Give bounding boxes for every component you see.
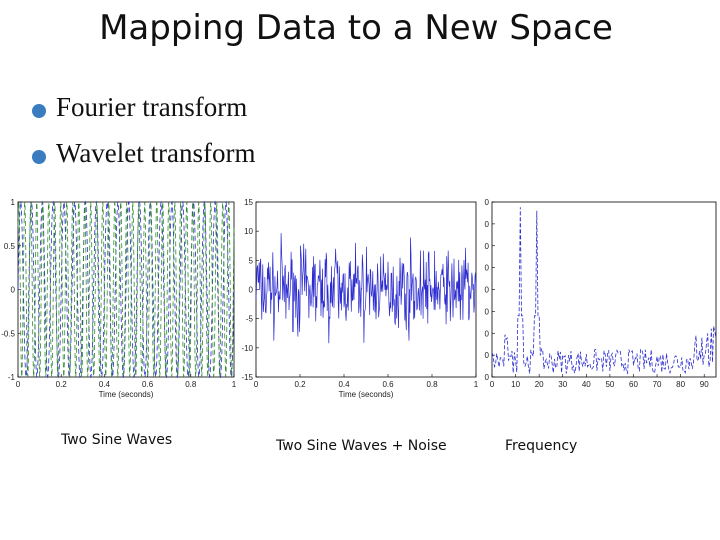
x-tick-label: 0.6 — [382, 380, 394, 389]
x-tick-label: 90 — [700, 380, 709, 389]
y-tick-label: 0 — [485, 307, 490, 316]
x-tick-label: 40 — [582, 380, 591, 389]
x-tick-label: 1 — [232, 380, 237, 389]
y-tick-label: 1 — [11, 198, 16, 207]
plot-sine-waves-noise: 0 0.2 0.4 0.6 0.8 1 15 10 5 0 -5 -10 -15 Time (second… — [234, 195, 484, 407]
x-tick-label: 10 — [511, 380, 520, 389]
x-tick-label: 30 — [558, 380, 567, 389]
y-tick-label: 0 — [485, 242, 490, 251]
chart-two-sine-waves: 0 0.2 0.4 0.6 0.8 1 1 0.5 0 -0.5 -1 Time (seconds) — [1, 198, 237, 399]
y-tick-label: 0.5 — [4, 242, 16, 251]
x-tick-label: 0.6 — [142, 380, 154, 389]
plot-two-sine-waves: 0 0.2 0.4 0.6 0.8 1 1 0.5 0 -0.5 -1 Time (seconds) — [0, 195, 252, 407]
y-tick-label: -15 — [241, 373, 253, 382]
y-tick-label: 0 — [485, 351, 490, 360]
x-tick-label: 0.4 — [99, 380, 111, 389]
caption-two-sine-waves: Two Sine Waves — [61, 432, 173, 448]
y-tick-label: 10 — [244, 227, 253, 236]
caption-frequency: Frequency — [505, 438, 578, 454]
y-tick-label: 0 — [485, 373, 490, 382]
x-tick-label: 70 — [653, 380, 662, 389]
y-tick-label: 15 — [244, 198, 253, 207]
y-tick-label: 5 — [249, 256, 254, 265]
x-tick-label: 0.4 — [338, 380, 350, 389]
x-tick-label: 0.2 — [56, 380, 68, 389]
y-tick-label: 0 — [485, 286, 490, 295]
y-tick-label: 0 — [485, 220, 490, 229]
x-tick-label: 0.8 — [426, 380, 438, 389]
x-tick-label: 0 — [490, 380, 495, 389]
y-tick-label: -1 — [8, 373, 16, 382]
x-tick-label: 50 — [605, 380, 614, 389]
y-tick-label: 0 — [485, 198, 490, 207]
series-line-0 — [17, 200, 235, 379]
chart-sine-waves-noise: 0 0.2 0.4 0.6 0.8 1 15 10 5 0 -5 -10 -15 Time (second… — [241, 198, 479, 399]
bullet-text: Fourier transform — [56, 92, 248, 122]
y-tick-label: -10 — [241, 344, 253, 353]
x-tick-label: 0.8 — [185, 380, 197, 389]
y-tick-label: 0 — [11, 286, 16, 295]
y-tick-label: 0 — [485, 329, 490, 338]
x-tick-label: 60 — [629, 380, 638, 389]
x-tick-label: 0.2 — [294, 380, 306, 389]
bullet-dot-icon — [32, 150, 46, 164]
y-tick-label: 0 — [485, 264, 490, 273]
x-tick-label: 1 — [474, 380, 479, 389]
plot-area-frame — [491, 201, 717, 378]
y-tick-label: -5 — [246, 315, 254, 324]
bullet-dot-icon — [32, 104, 46, 118]
series-line-noisy — [255, 233, 477, 344]
y-tick-label: -0.5 — [1, 329, 15, 338]
bullet-text: Wavelet transform — [56, 138, 256, 168]
caption-sine-waves-noise: Two Sine Waves + Noise — [276, 438, 447, 454]
x-tick-label: 0 — [254, 380, 259, 389]
plot-frequency: 0 10 20 30 40 50 60 70 80 90 0 0 0 0 0 0 0 0 0 — [478, 195, 720, 407]
x-tick-label: 80 — [676, 380, 685, 389]
x-tick-label: 20 — [535, 380, 544, 389]
x-tick-label: 0 — [16, 380, 21, 389]
slide-title: Mapping Data to a New Space — [99, 8, 613, 48]
x-axis-label: Time (seconds) — [339, 390, 394, 399]
series-line-1 — [17, 201, 235, 378]
y-tick-label: 0 — [249, 286, 254, 295]
series-line-spectrum — [491, 207, 717, 375]
x-axis-label: Time (seconds) — [99, 390, 154, 399]
